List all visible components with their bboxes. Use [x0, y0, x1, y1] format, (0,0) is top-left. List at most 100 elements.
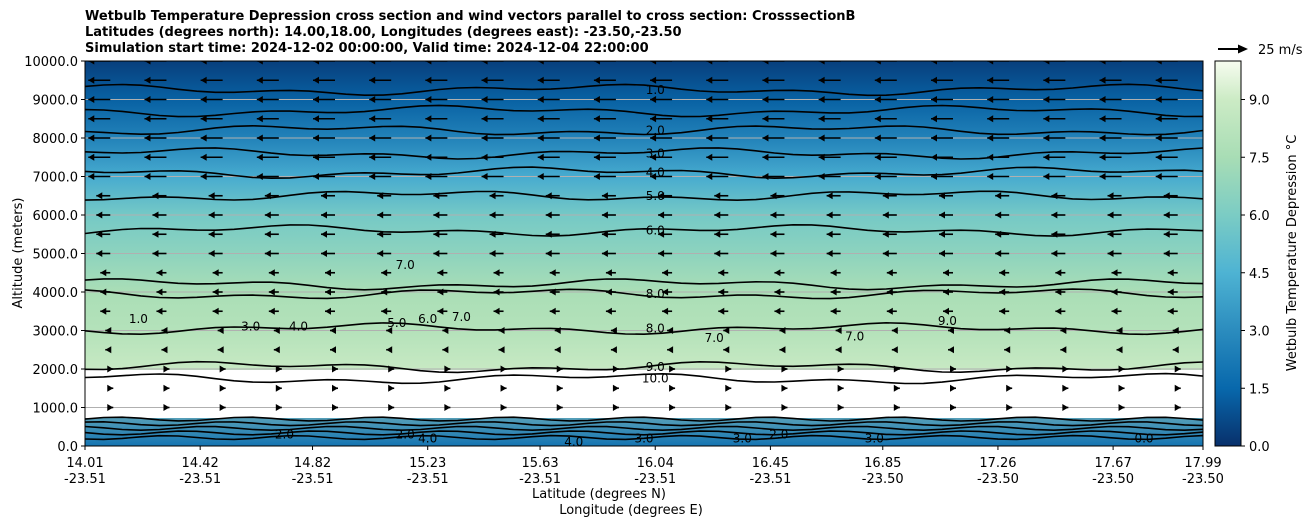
- wind-vector-head: [1004, 327, 1011, 334]
- wind-vector-head: [781, 365, 788, 373]
- wind-vector-head: [1163, 192, 1170, 200]
- wind-vector-head: [437, 288, 444, 296]
- x-tick-label-lat: 15.23: [409, 456, 446, 471]
- contour-label: 4.0: [564, 435, 583, 449]
- wind-vector-head: [725, 384, 732, 392]
- wind-vector-head: [593, 134, 600, 142]
- wind-vector-head: [212, 307, 219, 315]
- wind-vector-head: [264, 250, 271, 257]
- wind-vector-head: [313, 96, 320, 103]
- wind-vector-head: [1099, 115, 1106, 123]
- wind-vector-head: [1163, 230, 1170, 238]
- wind-vector-head: [1116, 346, 1123, 354]
- wind-vector-head: [658, 211, 665, 219]
- quiver-key-arrowhead: [1238, 44, 1248, 54]
- wind-vector-head: [275, 404, 282, 411]
- wind-vector-head: [161, 327, 168, 334]
- title-line-1: Wetbulb Temperature Depression cross sec…: [85, 9, 856, 24]
- wind-vector-head: [493, 288, 500, 296]
- wind-vector-head: [433, 211, 440, 219]
- wind-vector-head: [332, 384, 339, 392]
- wind-vector-head: [377, 230, 384, 238]
- wind-vector-head: [1155, 96, 1162, 103]
- contour-label: 7.0: [845, 329, 864, 343]
- wind-vector-head: [938, 211, 945, 219]
- colorbar-tick-label: 1.5: [1249, 382, 1270, 397]
- wind-vector-head: [437, 307, 444, 315]
- wind-vector-head: [874, 153, 881, 161]
- wind-vector-head: [481, 134, 488, 142]
- contour-label: 0.0: [1134, 431, 1153, 445]
- wind-vector-head: [779, 346, 786, 354]
- wind-vector-head: [1062, 384, 1069, 392]
- wind-vector-head: [1107, 211, 1114, 219]
- wind-vector-head: [930, 96, 937, 103]
- wind-vector-head: [886, 288, 893, 296]
- wind-vector-head: [481, 173, 488, 180]
- wind-vector-head: [369, 61, 376, 65]
- contour-line: [85, 104, 1203, 118]
- x-tick-label-lat: 15.63: [521, 456, 558, 471]
- wind-vector-head: [425, 153, 432, 161]
- wind-vector-head: [152, 211, 159, 219]
- wind-vector-head: [762, 61, 769, 65]
- wind-vector-head: [650, 153, 657, 161]
- wind-vector-head: [88, 134, 95, 142]
- wind-vector-head: [100, 307, 107, 315]
- contour-line: [85, 190, 1203, 202]
- wind-vector-head: [947, 327, 954, 334]
- contour-label: 9.0: [938, 314, 957, 328]
- wind-vector-head: [144, 76, 151, 84]
- wind-vector-head: [1060, 327, 1067, 334]
- wind-vector-head: [830, 307, 837, 315]
- wind-vector-head: [1172, 346, 1179, 354]
- wind-vector-head: [1111, 288, 1118, 296]
- contour-label: 1.0: [646, 83, 665, 97]
- wind-vector-head: [1099, 173, 1106, 180]
- wind-vector-head: [612, 365, 619, 373]
- wind-vector-head: [762, 96, 769, 103]
- wind-vector-head: [107, 365, 114, 373]
- wind-vector-head: [662, 307, 669, 315]
- wind-vector-head: [770, 192, 777, 200]
- x-tick-label-lon: -23.51: [749, 472, 791, 487]
- y-axis: 0.0 1000.0 2000.0 3000.0 4000.0 5000.0 6000.0 7…: [24, 55, 85, 455]
- wind-vector-head: [330, 346, 337, 354]
- wind-vector-head: [152, 192, 159, 200]
- wind-vector-head: [886, 307, 893, 315]
- wind-vector-head: [1107, 250, 1114, 257]
- wind-vector-head: [425, 96, 432, 103]
- y-tick-label: 4000.0: [33, 286, 79, 301]
- wind-vector-head: [275, 365, 282, 373]
- wind-vector-head: [144, 173, 151, 180]
- wind-vector-head: [718, 288, 725, 296]
- wind-vector-head: [874, 173, 881, 180]
- wind-vector-head: [593, 61, 600, 65]
- wind-vector-head: [256, 96, 263, 103]
- wind-vector-head: [256, 115, 263, 123]
- wind-vector-head: [219, 365, 226, 373]
- wind-vector-head: [1006, 404, 1013, 411]
- wind-vector-head: [200, 115, 207, 123]
- wind-vector-head: [781, 384, 788, 392]
- wind-vector-head: [882, 211, 889, 219]
- wind-vector-head: [96, 230, 103, 238]
- wind-vector-head: [537, 115, 544, 123]
- contour-line: [85, 425, 1203, 432]
- wind-vector-head: [930, 153, 937, 161]
- contour-label: 3.0: [733, 431, 752, 445]
- wind-vector-head: [208, 211, 215, 219]
- wind-vector-head: [545, 230, 552, 238]
- wind-vector-head: [442, 346, 449, 354]
- wind-vector-head: [1051, 230, 1058, 238]
- wind-vector-head: [444, 365, 451, 373]
- wind-vector-head: [826, 230, 833, 238]
- wind-vector-head: [718, 307, 725, 315]
- wind-vector-head: [650, 173, 657, 180]
- wind-vector-head: [425, 76, 432, 84]
- wind-vector-head: [264, 211, 271, 219]
- wind-vector-head: [500, 365, 507, 373]
- wind-vector-head: [489, 211, 496, 219]
- wind-vector-head: [723, 327, 730, 334]
- missing-data-band: [85, 370, 1203, 418]
